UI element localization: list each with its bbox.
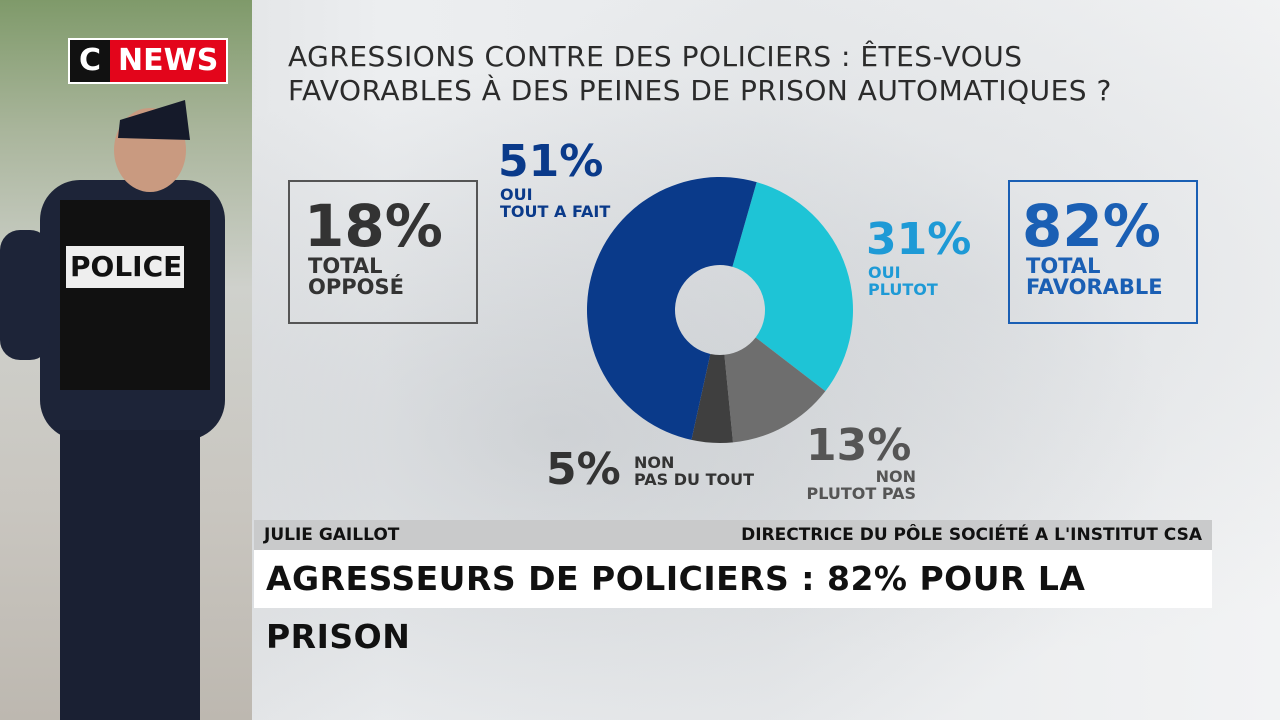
donut-slice-non-pas-du-tout <box>691 353 733 443</box>
background-photo-police-officer: POLICE <box>0 0 252 720</box>
donut-slice-oui-plutot <box>732 182 853 392</box>
slice-label-pct-oui-plutot: 31% <box>866 214 972 265</box>
slice-label-oui-plutot: OUI PLUTOT <box>868 263 938 299</box>
slice-label-non-pas-du-tout: NON PAS DU TOUT <box>634 453 754 489</box>
lower-third-name-bar: JULIE GAILLOT DIRECTRICE DU PÔLE SOCIÉTÉ… <box>254 520 1212 550</box>
police-officer-silhouette <box>0 100 225 720</box>
vest-label: POLICE <box>70 250 183 283</box>
slice-label-non-plutot-pas: NON PLUTOT PAS <box>806 467 916 503</box>
slice-label-pct-non-plutot-pas: 13% <box>806 420 912 471</box>
slice-label-pct-oui-tout-a-fait: 51% <box>498 136 604 187</box>
slice-label-pct-non-pas-du-tout: 5% <box>546 444 621 495</box>
total-favorable-box: 82% TOTAL FAVORABLE <box>1008 180 1198 324</box>
headline-banner: AGRESSEURS DE POLICIERS : 82% POUR LA PR… <box>254 550 1212 656</box>
chart-title: AGRESSIONS CONTRE DES POLICIERS : ÊTES-V… <box>288 40 1112 107</box>
guest-role: DIRECTRICE DU PÔLE SOCIÉTÉ A L'INSTITUT … <box>741 525 1202 545</box>
slice-label-oui-tout-a-fait: OUI TOUT A FAIT <box>500 185 611 221</box>
guest-name: JULIE GAILLOT <box>264 525 400 545</box>
donut-slice-oui-tout-a-fait <box>587 177 757 440</box>
cnews-logo: C NEWS <box>68 38 229 84</box>
donut-slice-non-plutot-pas <box>724 337 826 443</box>
total-opposed-box: 18% TOTAL OPPOSÉ <box>288 180 478 324</box>
